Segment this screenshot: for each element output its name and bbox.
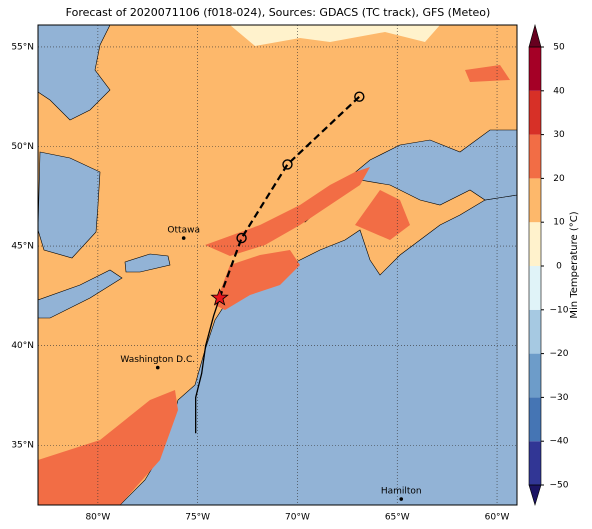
colorbar-tick-label: 40 [553, 86, 565, 96]
current-position [210, 288, 229, 306]
basemap [38, 25, 517, 505]
lat-tick-label: 55°N [11, 42, 34, 52]
warm-area [215, 250, 300, 310]
forecast-point [282, 159, 293, 170]
city-marker [181, 236, 186, 240]
lat-tick-label: 40°N [11, 341, 34, 351]
lon-tick-label: 70°W [285, 513, 310, 523]
lake [38, 269, 123, 319]
colorbar-tick-label: −10 [550, 305, 569, 315]
colorbar-band [529, 353, 541, 398]
colorbar-tick-label: −20 [550, 349, 569, 359]
colorbar-tick-label: 20 [553, 174, 565, 184]
colorbar-under [528, 484, 542, 507]
forecast-track [218, 95, 361, 299]
map-frame [37, 24, 518, 506]
forecast-point [354, 91, 365, 102]
colorbar-band [529, 266, 541, 310]
colorbar-band [529, 441, 541, 485]
city-marker [155, 365, 160, 370]
lake [124, 253, 171, 273]
colorbar-band [529, 90, 541, 135]
hudson-bay [38, 25, 111, 121]
lon-tick-label: 75°W [185, 513, 210, 523]
colorbar-band [529, 134, 541, 179]
colorbar-tick-label: 0 [556, 262, 562, 272]
colorbar-band [529, 47, 541, 91]
overlay: Ottawa Washington D.C. Hamilton [38, 25, 517, 505]
colorbar-band [529, 222, 541, 266]
colorbar-label: Min Temperature (°C) [569, 211, 580, 318]
city-label: Hamilton [381, 487, 422, 497]
city-label: Ottawa [167, 226, 200, 236]
colorbar-tick-label: 10 [553, 218, 565, 228]
colorbar-band [529, 178, 541, 223]
colorbar-tick-label: −50 [550, 481, 569, 491]
lon-tick-label: 65°W [385, 513, 410, 523]
forecast-point [236, 232, 247, 244]
colorbar-over [528, 23, 542, 48]
lat-tick-label: 35°N [11, 441, 34, 451]
lat-tick-label: 50°N [11, 142, 34, 152]
cool-area [230, 25, 440, 46]
warm-area [465, 65, 510, 82]
lake [38, 151, 101, 259]
warm-area [205, 167, 370, 256]
colorbar-band [529, 309, 541, 354]
past-track [195, 297, 221, 434]
map-title: Forecast of 2020071106 (f018-024), Sourc… [66, 6, 491, 19]
colorbar-tick-label: 50 [553, 43, 565, 53]
lat-tick-label: 45°N [11, 242, 34, 252]
city-label: Washington D.C. [120, 355, 195, 365]
warm-area [38, 390, 178, 505]
lon-tick-label: 80°W [85, 513, 110, 523]
colorbar-tick-label: 30 [553, 130, 565, 140]
lon-tick-label: 60°W [485, 513, 510, 523]
city-marker [399, 497, 404, 501]
warm-area [355, 190, 410, 240]
colorbar-tick-label: −30 [550, 393, 569, 403]
colorbar-tick-label: −40 [550, 437, 569, 447]
colorbar-band [529, 397, 541, 442]
